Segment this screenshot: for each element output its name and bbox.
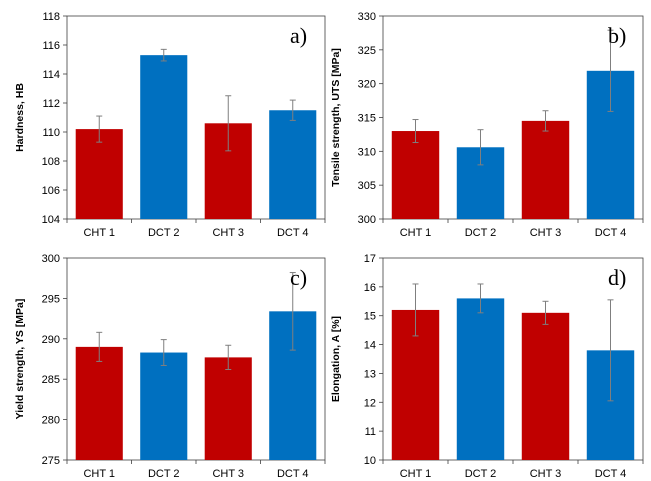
- y-tick-label: 114: [42, 69, 60, 81]
- error-bar: [477, 283, 484, 314]
- chart-panel-2: 300 305 310 315 320 325 330 CHT 1 DCT 2 CHT 3 DCT …: [330, 11, 644, 239]
- y-tick-label: 290: [42, 334, 60, 346]
- y-tick-label: 300: [42, 253, 60, 265]
- error-bar: [225, 95, 232, 152]
- error-bar: [542, 300, 549, 325]
- error-bar: [160, 48, 167, 62]
- chart-panel-1: 104 106 108 110 112 114 116 118 CHT 1 DCT 2 CHT 3 D…: [14, 11, 326, 239]
- bar: [75, 129, 123, 219]
- y-tick-label: 112: [42, 98, 60, 110]
- y-tick-label: 325: [358, 45, 376, 57]
- x-tick-label: CHT 3: [530, 227, 562, 239]
- y-tick-label: 108: [42, 156, 60, 168]
- y-tick-label: 106: [42, 185, 60, 197]
- y-tick-label: 15: [364, 311, 376, 323]
- x-tick-label: CHT 1: [83, 468, 115, 480]
- y-tick-label: 305: [358, 180, 376, 192]
- y-tick-label: 315: [358, 113, 376, 125]
- bar: [456, 298, 505, 460]
- x-tick-label: CHT 3: [212, 468, 244, 480]
- y-tick-label: 300: [358, 214, 376, 226]
- y-axis-title: Elongation, A [%]: [330, 316, 342, 402]
- x-tick-label: CHT 1: [400, 227, 432, 239]
- y-axis-title: Hardness, HB: [14, 83, 26, 152]
- y-tick-label: 275: [42, 455, 60, 467]
- error-bar: [607, 299, 614, 402]
- y-tick-label: 12: [364, 397, 376, 409]
- error-bar: [289, 99, 296, 121]
- panel-label: b): [608, 23, 626, 48]
- y-tick-label: 118: [42, 11, 60, 23]
- x-tick-label: CHT 1: [400, 468, 432, 480]
- panel-label: a): [290, 23, 307, 48]
- x-tick-label: DCT 2: [148, 227, 180, 239]
- x-tick-label: DCT 4: [277, 468, 309, 480]
- error-bar: [477, 129, 484, 166]
- error-bar: [289, 272, 296, 351]
- y-tick-label: 285: [42, 374, 60, 386]
- x-tick-label: DCT 2: [465, 227, 497, 239]
- bar: [204, 357, 252, 460]
- chart-panel-4: 10 11 12 13 14 15 16 17 CHT 1 DCT 2 CHT 3 DCT 4 Elon…: [330, 253, 644, 480]
- x-tick-label: DCT 4: [277, 227, 309, 239]
- panel-label: d): [608, 265, 626, 290]
- chart-panel-3: 275 280 285 290 295 300 CHT 1 DCT 2 CHT 3 DCT 4 Yi…: [14, 253, 326, 480]
- y-tick-label: 116: [42, 40, 60, 52]
- bar: [269, 110, 317, 219]
- x-tick-label: DCT 2: [465, 468, 497, 480]
- x-tick-label: DCT 4: [595, 227, 627, 239]
- y-tick-label: 16: [364, 282, 376, 294]
- x-tick-label: DCT 4: [595, 468, 627, 480]
- error-bar: [96, 331, 103, 362]
- y-axis-title: Tensile strength, UTS [MPa]: [330, 48, 342, 187]
- bar: [140, 352, 188, 460]
- y-axis-title: Yield strength, YS [MPa]: [14, 299, 26, 420]
- bar: [140, 55, 188, 220]
- error-bar: [225, 344, 232, 371]
- error-bar: [607, 29, 614, 112]
- y-tick-label: 110: [42, 127, 60, 139]
- x-tick-label: CHT 3: [530, 468, 562, 480]
- bar: [75, 346, 123, 460]
- panel-label: c): [290, 265, 307, 290]
- y-tick-label: 13: [364, 368, 376, 380]
- bar: [521, 312, 570, 460]
- y-tick-label: 330: [358, 11, 376, 23]
- y-tick-label: 17: [364, 253, 376, 265]
- y-tick-label: 310: [358, 146, 376, 158]
- error-bar: [160, 339, 167, 366]
- y-tick-label: 14: [364, 340, 376, 352]
- error-bar: [542, 110, 549, 132]
- bar: [391, 131, 440, 219]
- error-bar: [412, 119, 419, 144]
- error-bar: [96, 115, 103, 143]
- y-tick-label: 10: [364, 455, 376, 467]
- y-tick-label: 295: [42, 293, 60, 305]
- bar: [521, 120, 570, 219]
- x-tick-label: CHT 3: [212, 227, 244, 239]
- error-bar: [412, 283, 419, 337]
- y-tick-label: 11: [365, 426, 376, 438]
- y-tick-label: 320: [358, 79, 376, 91]
- x-tick-label: CHT 1: [83, 227, 115, 239]
- x-tick-label: DCT 2: [148, 468, 180, 480]
- y-tick-label: 280: [42, 415, 60, 427]
- y-tick-label: 104: [42, 214, 60, 226]
